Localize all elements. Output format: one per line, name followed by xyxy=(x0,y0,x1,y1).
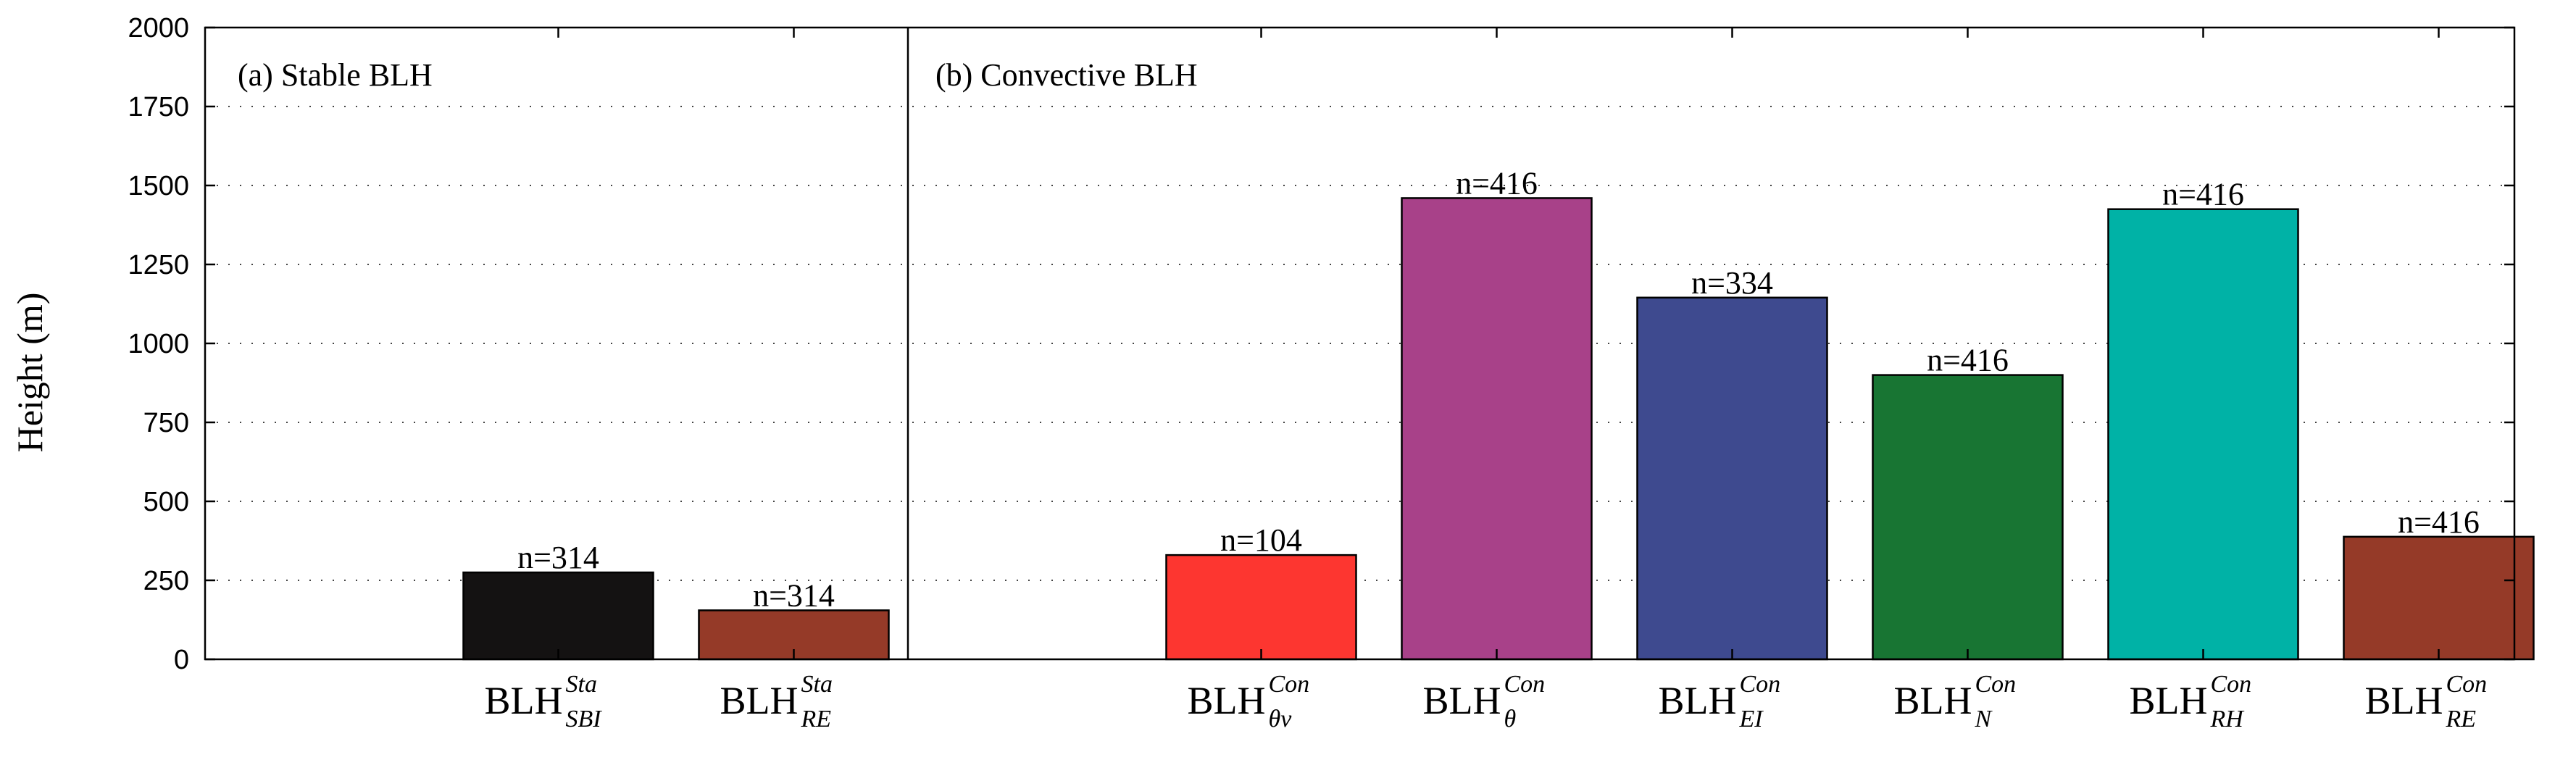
x-tick-label: BLH Con RE xyxy=(2365,671,2488,732)
x-tick-label-sub: RE xyxy=(2446,706,2477,732)
bar xyxy=(462,571,654,661)
x-tick-label: BLH Sta SBI xyxy=(485,671,603,732)
bar-count-label: n=314 xyxy=(517,540,599,575)
x-tick-label: BLH Con N xyxy=(1894,671,2017,732)
x-tick-label-sub: RH xyxy=(2210,706,2246,732)
x-tick-label-main: BLH xyxy=(2130,679,2208,722)
y-tick-label: 2000 xyxy=(128,13,189,43)
y-tick-label: 750 xyxy=(143,408,189,438)
x-tick-label-main: BLH xyxy=(485,679,563,722)
x-tick-label-sup: Con xyxy=(2446,671,2488,698)
x-tick-label-sub: θv xyxy=(1269,706,1293,732)
x-tick-label-main: BLH xyxy=(1659,679,1737,722)
x-tick-label-sup: Con xyxy=(1269,671,1310,698)
bar-count-label: n=334 xyxy=(1691,265,1773,301)
bar xyxy=(1636,296,1828,661)
bar xyxy=(2107,208,2299,661)
bar xyxy=(1165,554,1357,661)
y-tick-label: 1000 xyxy=(128,329,189,359)
bar-count-label: n=314 xyxy=(753,577,835,613)
bar xyxy=(1401,197,1593,661)
y-tick-label: 1750 xyxy=(128,92,189,122)
bar-count-label: n=416 xyxy=(1927,343,2009,378)
bar-count-label: n=416 xyxy=(1456,165,1538,201)
y-axis-label: Height (m) xyxy=(9,293,50,453)
x-tick-label-main: BLH xyxy=(720,679,799,722)
x-tick-label: BLH Con θv xyxy=(1188,671,1310,732)
y-tick-label: 250 xyxy=(143,566,189,596)
x-tick-label-sup: Con xyxy=(1504,671,1546,698)
panel-b-title: (b) Convective BLH xyxy=(935,57,1198,93)
panel-a-title: (a) Stable BLH xyxy=(238,57,433,93)
x-tick-label-sup: Con xyxy=(1975,671,2017,698)
y-tick-label: 1500 xyxy=(128,171,189,201)
x-tick-label: BLH Sta RE xyxy=(720,671,833,732)
x-tick-label: BLH Con θ xyxy=(1423,671,1546,732)
x-tick-label-sub: RE xyxy=(801,706,832,732)
bar-count-label: n=416 xyxy=(2162,177,2244,212)
x-tick-label-sub: θ xyxy=(1504,706,1517,732)
x-tick-label-sup: Sta xyxy=(801,671,833,698)
y-tick-label: 0 xyxy=(174,645,189,675)
x-tick-label-sub: EI xyxy=(1739,706,1764,732)
bars: n=314 n=314 n=104 n=416 n=334 n=416 n=416 n=416 xyxy=(462,165,2535,661)
bar xyxy=(2343,535,2535,661)
x-tick-label-main: BLH xyxy=(1188,679,1266,722)
x-tick-label-main: BLH xyxy=(2365,679,2443,722)
x-tick-label-sup: Sta xyxy=(566,671,597,698)
bar-count-label: n=416 xyxy=(2398,504,2480,540)
x-tick-label-sub: SBI xyxy=(566,706,603,732)
x-tick-label-sub: N xyxy=(1975,706,1993,732)
x-tick-label: BLH Con EI xyxy=(1659,671,1781,732)
x-tick-label-main: BLH xyxy=(1894,679,1972,722)
y-axis: 0 250 500 750 1000 1250 1500 1750 2000 xyxy=(128,13,2514,675)
x-tick-label-sup: Con xyxy=(2211,671,2252,698)
bar xyxy=(1872,374,2064,661)
y-tick-label: 1250 xyxy=(128,250,189,280)
bar-count-label: n=104 xyxy=(1220,522,1302,558)
x-tick-label: BLH Con RH xyxy=(2130,671,2252,732)
x-tick-label-sup: Con xyxy=(1740,671,1781,698)
y-tick-label: 500 xyxy=(143,487,189,517)
x-tick-label-main: BLH xyxy=(1423,679,1501,722)
